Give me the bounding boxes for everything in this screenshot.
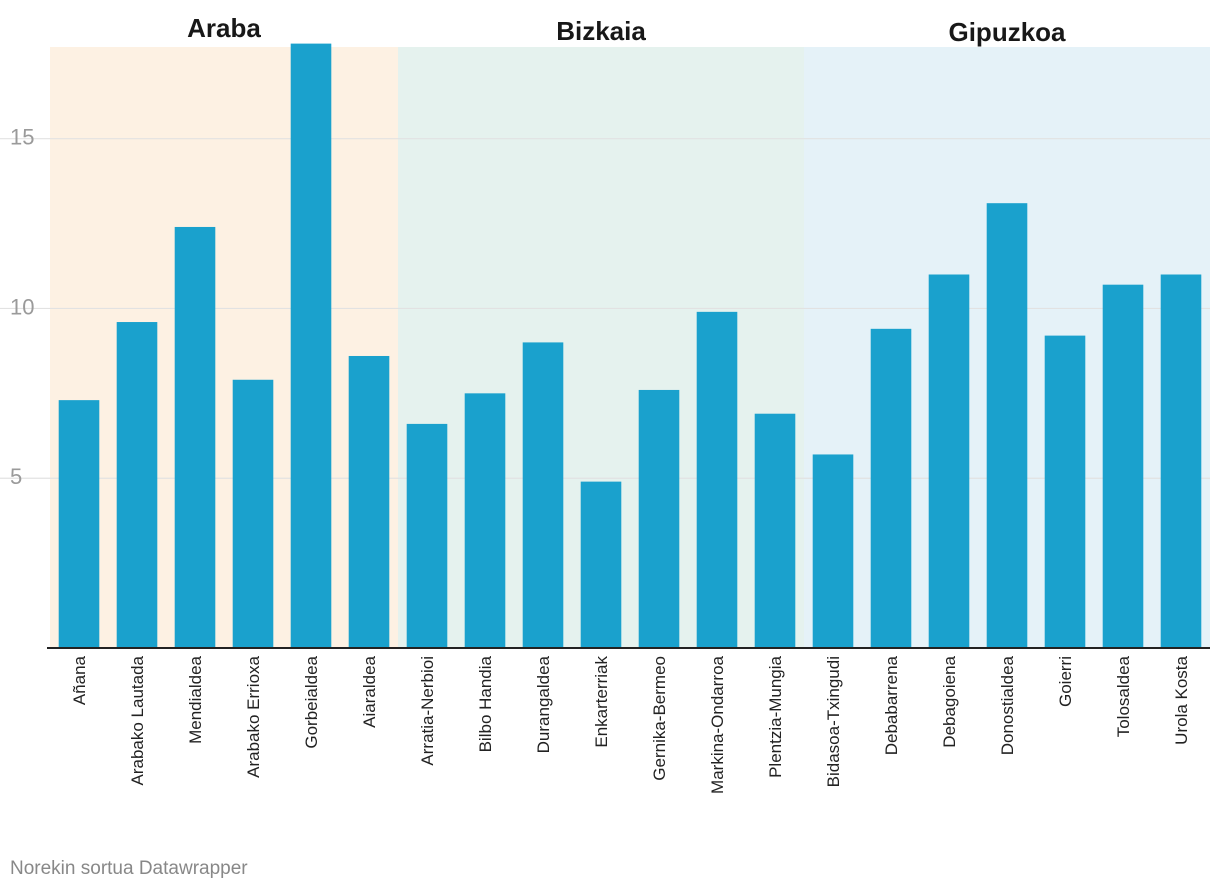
group-label-bizkaia: Bizkaia bbox=[556, 16, 646, 46]
bar bbox=[638, 389, 680, 648]
group-bands bbox=[50, 47, 1210, 648]
bar bbox=[232, 379, 274, 648]
x-tick-label: Debagoiena bbox=[940, 655, 959, 747]
y-tick-label: 10 bbox=[10, 294, 34, 319]
x-tick-label: Gorbeialdea bbox=[302, 655, 321, 748]
x-tick-label: Goierri bbox=[1056, 656, 1075, 707]
bar bbox=[348, 355, 390, 648]
bar bbox=[986, 203, 1028, 649]
x-tick-label: Arabako Lautada bbox=[128, 655, 147, 785]
x-tick-label: Plentzia-Mungia bbox=[766, 655, 785, 777]
bar bbox=[1044, 335, 1086, 648]
x-tick-label: Enkarterriak bbox=[592, 656, 611, 748]
x-tick-label: Aiaraldea bbox=[360, 655, 379, 727]
labels: Araba Bizkaia Gipuzkoa Añana Arabako Lautada… bbox=[70, 13, 1191, 794]
group-band-araba bbox=[50, 47, 398, 648]
x-tick-label: Bidasoa-Txingudi bbox=[824, 656, 843, 787]
y-tick-label: 15 bbox=[10, 124, 34, 149]
bar bbox=[1102, 284, 1144, 648]
bar bbox=[116, 322, 158, 648]
group-label-gipuzkoa: Gipuzkoa bbox=[948, 17, 1066, 47]
bar bbox=[522, 342, 564, 648]
bar bbox=[174, 226, 216, 648]
bar bbox=[58, 400, 100, 648]
bar bbox=[1160, 274, 1202, 648]
bar bbox=[928, 274, 970, 648]
bar bbox=[580, 481, 622, 648]
bar bbox=[812, 454, 854, 648]
bar bbox=[406, 423, 448, 648]
x-tick-label: Bilbo Handia bbox=[476, 655, 495, 752]
y-tick-label: 5 bbox=[10, 464, 22, 489]
x-tick-label: Debabarrena bbox=[882, 655, 901, 755]
x-tick-label: Tolosaldea bbox=[1114, 655, 1133, 737]
bar bbox=[464, 393, 506, 648]
bar bbox=[754, 413, 796, 648]
bars bbox=[58, 43, 1202, 649]
bar bbox=[696, 311, 738, 648]
bar bbox=[290, 43, 332, 649]
x-tick-label: Gernika-Bermeo bbox=[650, 656, 669, 781]
x-tick-label: Mendialdea bbox=[186, 655, 205, 743]
credit-text: Norekin sortua Datawrapper bbox=[10, 858, 248, 879]
x-tick-label: Añana bbox=[70, 655, 89, 705]
x-tick-label: Donostialdea bbox=[998, 655, 1017, 755]
x-tick-label: Markina-Ondarroa bbox=[708, 655, 727, 793]
group-label-araba: Araba bbox=[187, 13, 261, 43]
x-tick-label: Durangaldea bbox=[534, 655, 553, 753]
x-tick-label: Arabako Errioxa bbox=[244, 655, 263, 777]
x-tick-label: Urola Kosta bbox=[1172, 655, 1191, 744]
x-tick-label: Arratia-Nerbioi bbox=[418, 656, 437, 766]
bar bbox=[870, 328, 912, 648]
